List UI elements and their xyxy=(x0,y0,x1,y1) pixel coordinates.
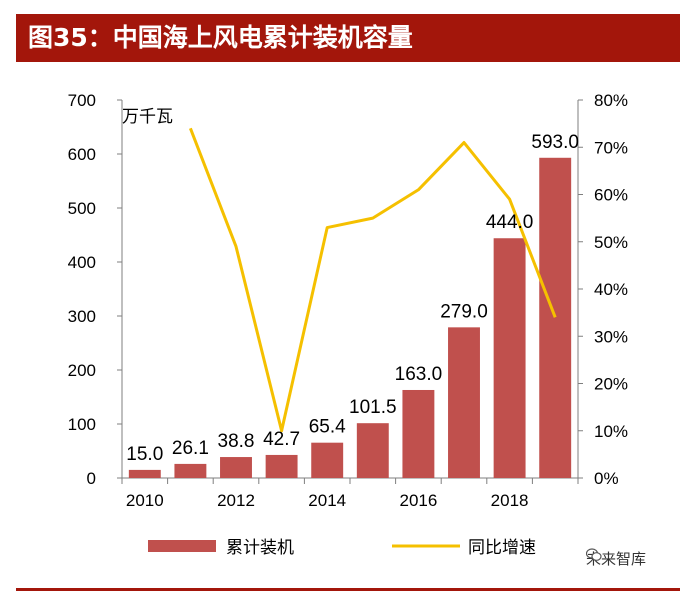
bar xyxy=(265,454,298,478)
x-tick-label: 2014 xyxy=(308,491,346,510)
x-tick-label: 2016 xyxy=(399,491,437,510)
chart-title: 图35：中国海上风电累计装机容量 xyxy=(28,23,413,52)
x-tick-label: 2010 xyxy=(126,491,164,510)
y-right-tick-label: 20% xyxy=(594,375,628,394)
y-right-tick-label: 10% xyxy=(594,422,628,441)
legend-bar-swatch xyxy=(148,540,216,552)
bar-value-label: 15.0 xyxy=(126,444,163,465)
legend-line-label: 同比增速 xyxy=(468,538,536,558)
bar xyxy=(174,463,207,478)
y-right-tick-label: 60% xyxy=(594,186,628,205)
bottom-rule xyxy=(16,588,680,591)
y-right-tick-label: 70% xyxy=(594,138,628,157)
x-tick-label: 2012 xyxy=(217,491,255,510)
growth-line xyxy=(189,127,557,433)
bar-value-label: 163.0 xyxy=(395,364,443,385)
bar xyxy=(448,327,480,478)
y-left-tick-label: 400 xyxy=(68,253,96,272)
unit-label: 万千瓦 xyxy=(122,107,173,127)
bar xyxy=(356,423,389,478)
bar-value-label: 593.0 xyxy=(531,132,579,153)
wechat-icon xyxy=(586,548,602,561)
watermark: 未来智库 xyxy=(586,548,646,569)
legend-bar-label: 累计装机 xyxy=(226,538,294,558)
y-right-tick-label: 0% xyxy=(594,469,619,488)
y-right-tick-label: 80% xyxy=(594,91,628,110)
bar xyxy=(128,469,161,478)
bar-value-label: 101.5 xyxy=(349,397,397,418)
line-series xyxy=(189,127,557,433)
bar-value-label: 42.7 xyxy=(263,429,300,450)
bar-value-label: 38.8 xyxy=(218,431,255,452)
x-tick-label: 2018 xyxy=(491,491,529,510)
axes: 0 100 200 300 400 500 600 700 0% 10% 20% 30% 40% 50% 6… xyxy=(68,91,628,510)
y-left-tick-label: 500 xyxy=(68,199,96,218)
y-left-tick-label: 300 xyxy=(68,307,96,326)
bar xyxy=(539,157,572,478)
bar-value-label: 444.0 xyxy=(486,212,534,233)
bar xyxy=(493,238,526,478)
y-right-tick-label: 50% xyxy=(594,233,628,252)
y-left-tick-label: 200 xyxy=(68,361,96,380)
title-bar: 图35：中国海上风电累计装机容量 xyxy=(16,14,680,62)
legend: 累计装机 同比增速 xyxy=(148,538,536,558)
bar xyxy=(402,389,435,478)
y-right-tick-label: 40% xyxy=(594,280,628,299)
bar xyxy=(220,457,252,478)
y-left-tick-label: 600 xyxy=(68,145,96,164)
bar xyxy=(311,442,344,478)
bar-value-label: 65.4 xyxy=(309,417,346,438)
bar-series xyxy=(128,157,572,478)
y-left-tick-label: 100 xyxy=(68,415,96,434)
bar-value-label: 279.0 xyxy=(440,301,488,322)
y-right-tick-label: 30% xyxy=(594,327,628,346)
bar-value-label: 26.1 xyxy=(172,438,209,459)
y-left-tick-label: 700 xyxy=(68,91,96,110)
y-left-tick-label: 0 xyxy=(87,469,96,488)
